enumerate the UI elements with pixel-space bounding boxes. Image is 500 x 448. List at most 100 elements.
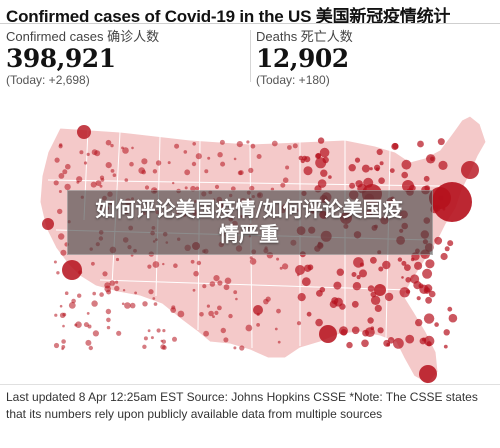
case-bubble <box>276 257 280 261</box>
case-bubble <box>150 336 154 340</box>
case-bubble <box>91 149 98 156</box>
case-bubble <box>92 291 96 296</box>
case-bubble <box>440 252 448 261</box>
hotspot-bubble <box>295 265 305 275</box>
case-bubble <box>217 280 223 286</box>
case-bubble <box>426 341 432 347</box>
case-bubble <box>220 161 226 167</box>
case-bubble <box>423 313 435 324</box>
case-bubble <box>274 327 278 331</box>
case-bubble <box>378 266 384 272</box>
case-bubble <box>115 280 119 284</box>
case-bubble <box>155 160 162 166</box>
case-bubble <box>404 264 411 271</box>
case-bubble <box>297 293 306 302</box>
case-bubble <box>193 270 199 277</box>
case-bubble <box>389 168 395 173</box>
case-bubble <box>170 307 177 313</box>
case-bubble <box>105 308 112 315</box>
case-bubble <box>239 345 245 351</box>
case-bubble <box>142 344 147 349</box>
case-bubble <box>298 155 304 161</box>
deaths-label: Deaths 死亡人数 <box>256 29 353 44</box>
case-bubble <box>116 330 122 336</box>
case-bubble <box>391 142 399 151</box>
case-bubble <box>75 321 82 328</box>
case-bubble <box>68 302 76 309</box>
case-bubble <box>191 161 197 167</box>
overlay-title-line-2: 情严重 <box>219 222 279 246</box>
hotspot-bubble <box>319 325 337 343</box>
case-bubble <box>61 347 64 351</box>
case-bubble <box>64 291 69 295</box>
case-bubble <box>54 157 60 163</box>
case-bubble <box>143 336 148 341</box>
confirmed-cases-value: 398,921 <box>6 44 116 73</box>
case-bubble <box>339 326 348 336</box>
case-bubble <box>160 344 166 350</box>
case-bubble <box>397 257 403 262</box>
case-bubble <box>437 138 445 146</box>
case-bubble <box>58 144 63 149</box>
case-bubble <box>192 288 196 292</box>
case-bubble <box>425 259 435 269</box>
case-bubble <box>99 292 104 297</box>
case-bubble <box>443 344 448 349</box>
case-bubble <box>105 139 112 146</box>
title-overlay <box>67 190 433 255</box>
case-bubble <box>141 158 148 165</box>
case-bubble <box>374 304 382 312</box>
case-bubble <box>156 328 161 333</box>
case-bubble <box>329 300 338 308</box>
headline: Confirmed cases of Covid-19 in the US 美国… <box>6 7 451 26</box>
case-bubble <box>233 290 238 295</box>
case-bubble <box>422 268 433 279</box>
case-bubble <box>315 157 327 169</box>
hotspot-bubble <box>402 180 414 192</box>
case-bubble <box>112 173 117 177</box>
case-bubble <box>92 330 99 337</box>
case-bubble <box>315 152 322 159</box>
case-bubble <box>346 341 353 349</box>
case-bubble <box>279 266 283 270</box>
case-bubble <box>301 277 311 287</box>
case-bubble <box>121 302 125 306</box>
case-bubble <box>208 310 214 317</box>
case-bubble <box>401 159 412 170</box>
case-bubble <box>276 308 281 314</box>
overlay-title: 如何评论美国疫情/如何评论美国疫 情严重 <box>67 197 431 247</box>
case-bubble <box>58 233 65 240</box>
case-bubble <box>405 277 412 283</box>
case-bubble <box>415 318 423 327</box>
case-bubble <box>57 208 63 215</box>
case-bubble <box>148 289 154 295</box>
case-bubble <box>320 169 328 177</box>
stat-divider <box>250 30 251 82</box>
case-bubble <box>76 180 80 184</box>
case-bubble <box>359 262 365 267</box>
case-bubble <box>99 184 103 188</box>
case-bubble <box>85 339 92 346</box>
case-bubble <box>367 317 374 324</box>
case-bubble <box>336 268 344 276</box>
case-bubble <box>203 330 210 337</box>
case-bubble <box>220 327 226 334</box>
case-bubble <box>212 315 215 318</box>
case-bubble <box>88 345 94 351</box>
confirmed-cases-label: Confirmed cases 确诊人数 <box>6 29 160 44</box>
case-bubble <box>428 290 436 298</box>
case-bubble <box>71 298 76 304</box>
case-bubble <box>106 325 111 330</box>
case-bubble <box>233 157 237 161</box>
case-bubble <box>144 185 150 190</box>
hotspot-bubble-south <box>419 365 437 383</box>
case-bubble <box>86 152 90 156</box>
case-bubble <box>235 297 238 301</box>
case-bubble <box>354 157 361 163</box>
case-bubble <box>172 181 175 185</box>
case-bubble <box>121 146 124 150</box>
footer-divider <box>0 384 500 385</box>
case-bubble <box>162 329 166 333</box>
case-bubble <box>56 271 60 275</box>
case-bubble <box>369 167 373 171</box>
